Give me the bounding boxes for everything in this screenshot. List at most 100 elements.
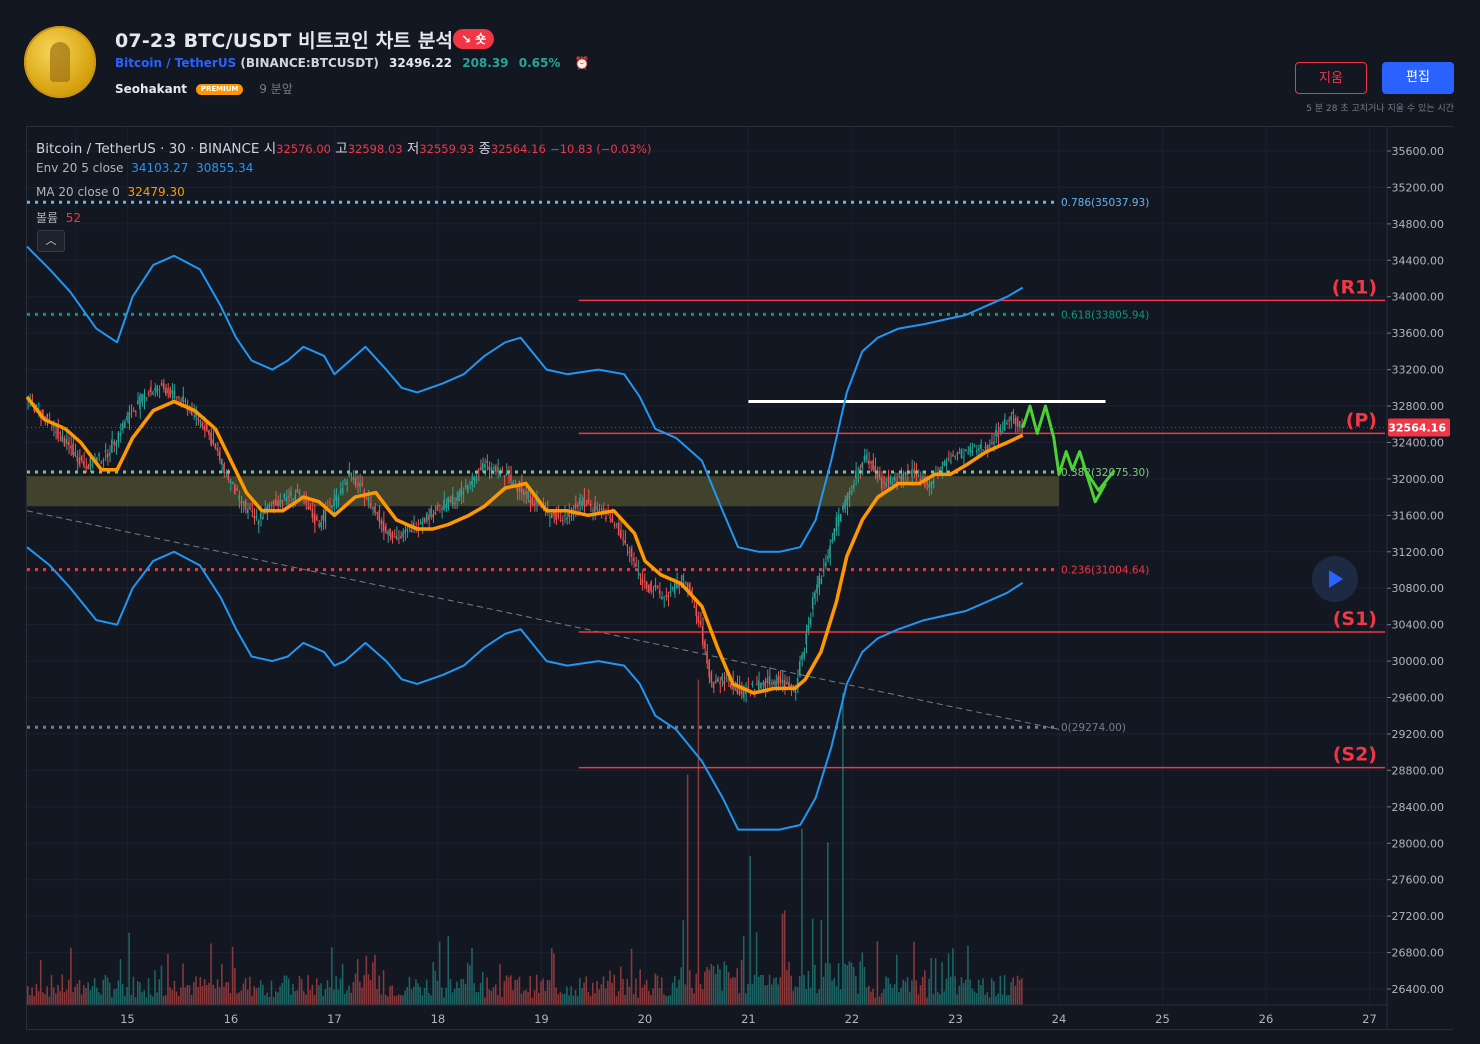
legend-ma[interactable]: MA 20 close 0 32479.30 [36,185,185,199]
candle-body [930,482,932,488]
volume-bar [921,976,924,1005]
legend-symbol: Bitcoin / TetherUS · 30 · BINANCE [36,141,260,157]
envelope-upper-line [26,245,1024,553]
candle-body [475,478,477,481]
volume-bar [244,978,247,1005]
volume-bar [846,965,848,1005]
volume-bar [456,981,458,1005]
candle-body [783,680,786,687]
volume-bar [736,968,739,1005]
volume-bar [971,988,974,1005]
volume-bar [954,976,956,1005]
candle-body [149,387,152,393]
author-line: Seohakant PREMIUM 9 분앞 [115,80,293,97]
candle-body [322,514,324,521]
candle-body [119,432,122,436]
candle-body [809,618,812,625]
level-label: (R1) [1332,276,1377,298]
candle-body [516,484,518,492]
candle-body [762,682,764,685]
candle-body [717,678,719,682]
price-axis-bg [1387,127,1453,1029]
volume-bar [387,996,389,1005]
volume-bar [695,973,698,1005]
price-tick-label: 27600.00 [1392,874,1445,887]
volume-bar [59,991,61,1005]
fib-level-label: 0.618(33805.94) [1061,309,1149,321]
candle-body [656,586,659,588]
volume-bar [522,990,525,1005]
volume-bar [906,977,909,1005]
candle-body [760,683,762,689]
candle-body [244,500,247,510]
candle-body [740,685,743,695]
volume-bar [947,953,950,1005]
candle-body [238,495,240,501]
volume-bar [934,958,937,1005]
volume-bar [469,965,471,1005]
volume-bar [908,991,911,1005]
volume-bar [359,981,361,1005]
volume-bar [91,986,94,1005]
volume-bar [126,987,128,1005]
candle-body [229,480,232,484]
candle-body [682,575,684,581]
volume-bar [725,965,728,1005]
volume-bar [393,995,396,1005]
volume-bar [296,990,299,1005]
volume-bar [147,978,150,1005]
chevron-up-icon: ︿ [45,234,57,247]
delete-button[interactable]: 지움 [1295,62,1367,94]
volume-bar [190,994,193,1005]
candle-body [710,672,712,683]
volume-bar [341,964,344,1005]
volume-bar [471,947,473,1005]
legend-volume[interactable]: 볼륨 52 [36,209,81,226]
candle-body [1010,416,1012,421]
volume-bar [568,995,570,1005]
volume-bar [100,994,102,1005]
time-tick-label: 21 [741,1012,756,1026]
volume-bar [788,961,790,1005]
volume-bar [29,995,31,1005]
volume-bar [714,974,717,1005]
level-label: (S1) [1333,608,1377,630]
current-price: 32496.22 [389,56,453,70]
candle-body [954,456,956,458]
candle-body [975,450,978,453]
alarm-clock-icon[interactable]: ⏰ [574,56,590,70]
volume-bar [505,975,508,1005]
legend-envelope[interactable]: Env 20 5 close 34103.27 30855.34 [36,161,253,175]
play-button[interactable] [1312,556,1358,602]
envelope-lower-line [26,546,1024,831]
volume-bar [507,977,510,1005]
edit-button[interactable]: 편집 [1382,62,1454,94]
volume-bar [208,982,210,1005]
candle-body [434,512,436,515]
candle-body [210,432,212,446]
volume-bar [729,978,732,1005]
volume-bar [65,990,68,1005]
candle-body [883,482,885,484]
candle-body [747,687,749,689]
volume-bar [598,989,600,1005]
candle-body [283,493,285,498]
time-tick-label: 17 [327,1012,342,1026]
legend-collapse-button[interactable]: ︿ [37,230,65,252]
volume-bar [531,997,534,1005]
volume-bar [67,979,70,1005]
volume-bar [119,959,122,1005]
candle-body [535,499,538,504]
candle-body [419,523,421,525]
author-avatar[interactable] [24,26,96,98]
volume-bar [268,997,271,1005]
volume-bar [814,964,816,1005]
exchange-ticker[interactable]: (BINANCE:BTCUSDT) [240,56,379,70]
candle-body [725,677,728,679]
price-tick-label: 28000.00 [1392,837,1445,850]
symbol-link[interactable]: Bitcoin / TetherUS [115,56,237,70]
candle-body [100,462,102,464]
author-name[interactable]: Seohakant [115,82,188,96]
candle-body [548,516,551,518]
